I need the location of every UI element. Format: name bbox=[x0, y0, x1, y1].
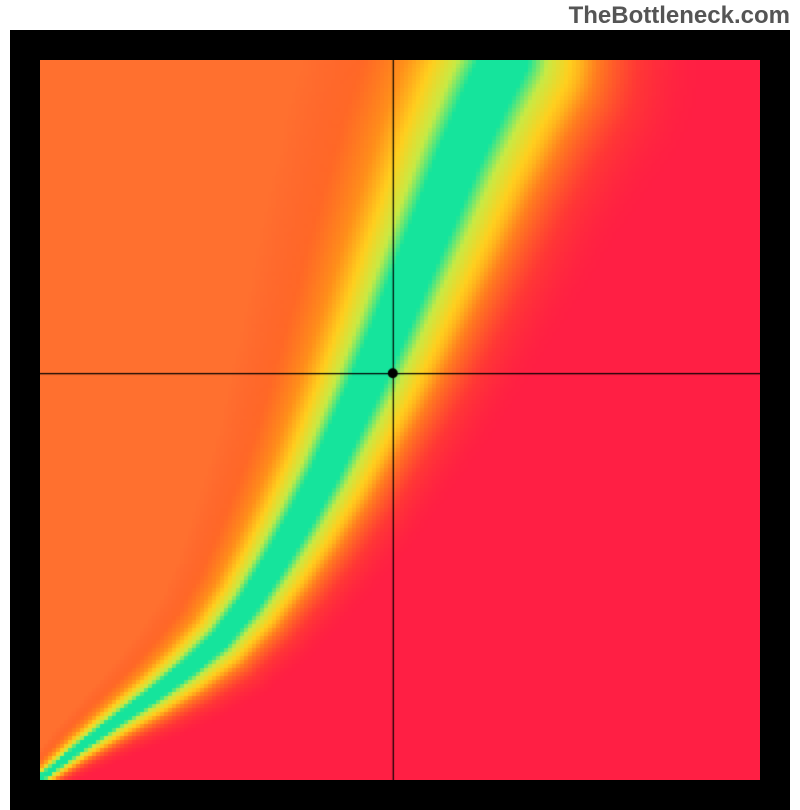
bottleneck-heatmap bbox=[40, 60, 760, 780]
chart-container: TheBottleneck.com bbox=[0, 0, 800, 800]
watermark-text: TheBottleneck.com bbox=[569, 2, 790, 30]
